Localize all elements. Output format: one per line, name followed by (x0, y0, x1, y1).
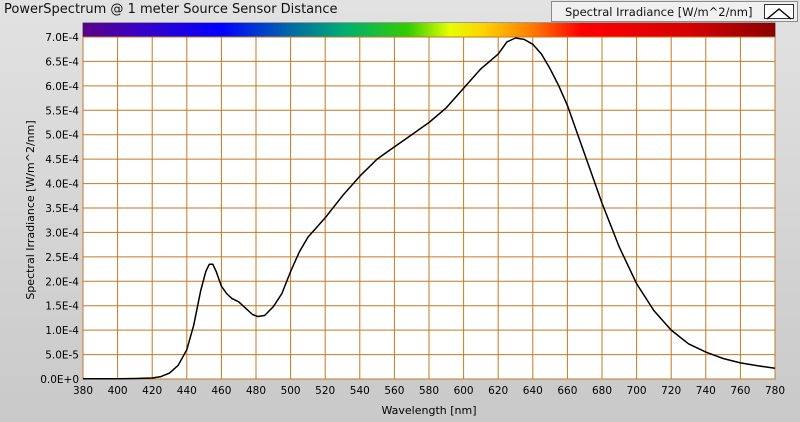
y-tick-label: 3.5E-4 (45, 203, 79, 215)
y-tick-label: 5.0E-4 (45, 130, 79, 142)
x-tick-label: 600 (454, 385, 474, 397)
x-tick-label: 440 (177, 385, 197, 397)
legend-label: Spectral Irradiance [W/m^2/nm] (565, 5, 753, 19)
y-tick-label: 5.0E-5 (45, 350, 79, 362)
chart-title: PowerSpectrum @ 1 meter Source Sensor Di… (4, 2, 338, 17)
x-tick-label: 780 (765, 385, 785, 397)
y-tick-label: 2.5E-4 (45, 252, 79, 264)
x-tick-label: 580 (419, 385, 439, 397)
x-tick-label: 380 (73, 385, 93, 397)
x-tick-label: 700 (627, 385, 647, 397)
x-tick-labels: 380 400 420 440 460 480 500 520 540 560 580 600 620 6… (73, 385, 785, 397)
y-tick-label: 6.5E-4 (45, 56, 79, 68)
x-tick-label: 480 (246, 385, 266, 397)
line-plot-icon[interactable] (764, 4, 794, 20)
x-tick-label: 500 (281, 385, 301, 397)
x-tick-label: 640 (523, 385, 543, 397)
x-tick-label: 680 (592, 385, 612, 397)
y-tick-label: 1.0E-4 (45, 325, 79, 337)
y-tick-label: 1.5E-4 (45, 301, 79, 313)
y-tick-label: 7.0E-4 (45, 32, 79, 44)
x-tick-label: 460 (211, 385, 231, 397)
plot-legend[interactable]: Spectral Irradiance [W/m^2/nm] (551, 1, 798, 22)
x-tick-label: 520 (315, 385, 335, 397)
y-tick-label: 5.5E-4 (45, 105, 79, 117)
x-tick-label: 720 (661, 385, 681, 397)
y-tick-label: 4.0E-4 (45, 179, 79, 191)
x-tick-label: 540 (350, 385, 370, 397)
x-tick-label: 760 (730, 385, 750, 397)
y-tick-labels: 0.0E+0 5.0E-5 1.0E-4 1.5E-4 2.0E-4 2.5E-4 3.0E… (40, 32, 79, 386)
y-tick-label: 3.0E-4 (45, 227, 79, 239)
x-tick-label: 740 (696, 385, 716, 397)
y-axis-label: Spectral Irradiance [W/m^2/nm] (24, 120, 37, 299)
y-tick-label: 0.0E+0 (40, 374, 79, 386)
x-tick-label: 660 (557, 385, 577, 397)
x-tick-label: 400 (108, 385, 128, 397)
series-line (83, 37, 776, 380)
x-tick-label: 620 (488, 385, 508, 397)
y-tick-label: 6.0E-4 (45, 81, 79, 93)
x-tick-label: 420 (142, 385, 162, 397)
y-tick-label: 2.0E-4 (45, 276, 79, 288)
y-tick-label: 4.5E-4 (45, 154, 79, 166)
gridlines (82, 36, 776, 380)
x-axis-label: Wavelength [nm] (381, 404, 476, 417)
spectrum-color-band (83, 23, 775, 37)
x-tick-label: 560 (384, 385, 404, 397)
